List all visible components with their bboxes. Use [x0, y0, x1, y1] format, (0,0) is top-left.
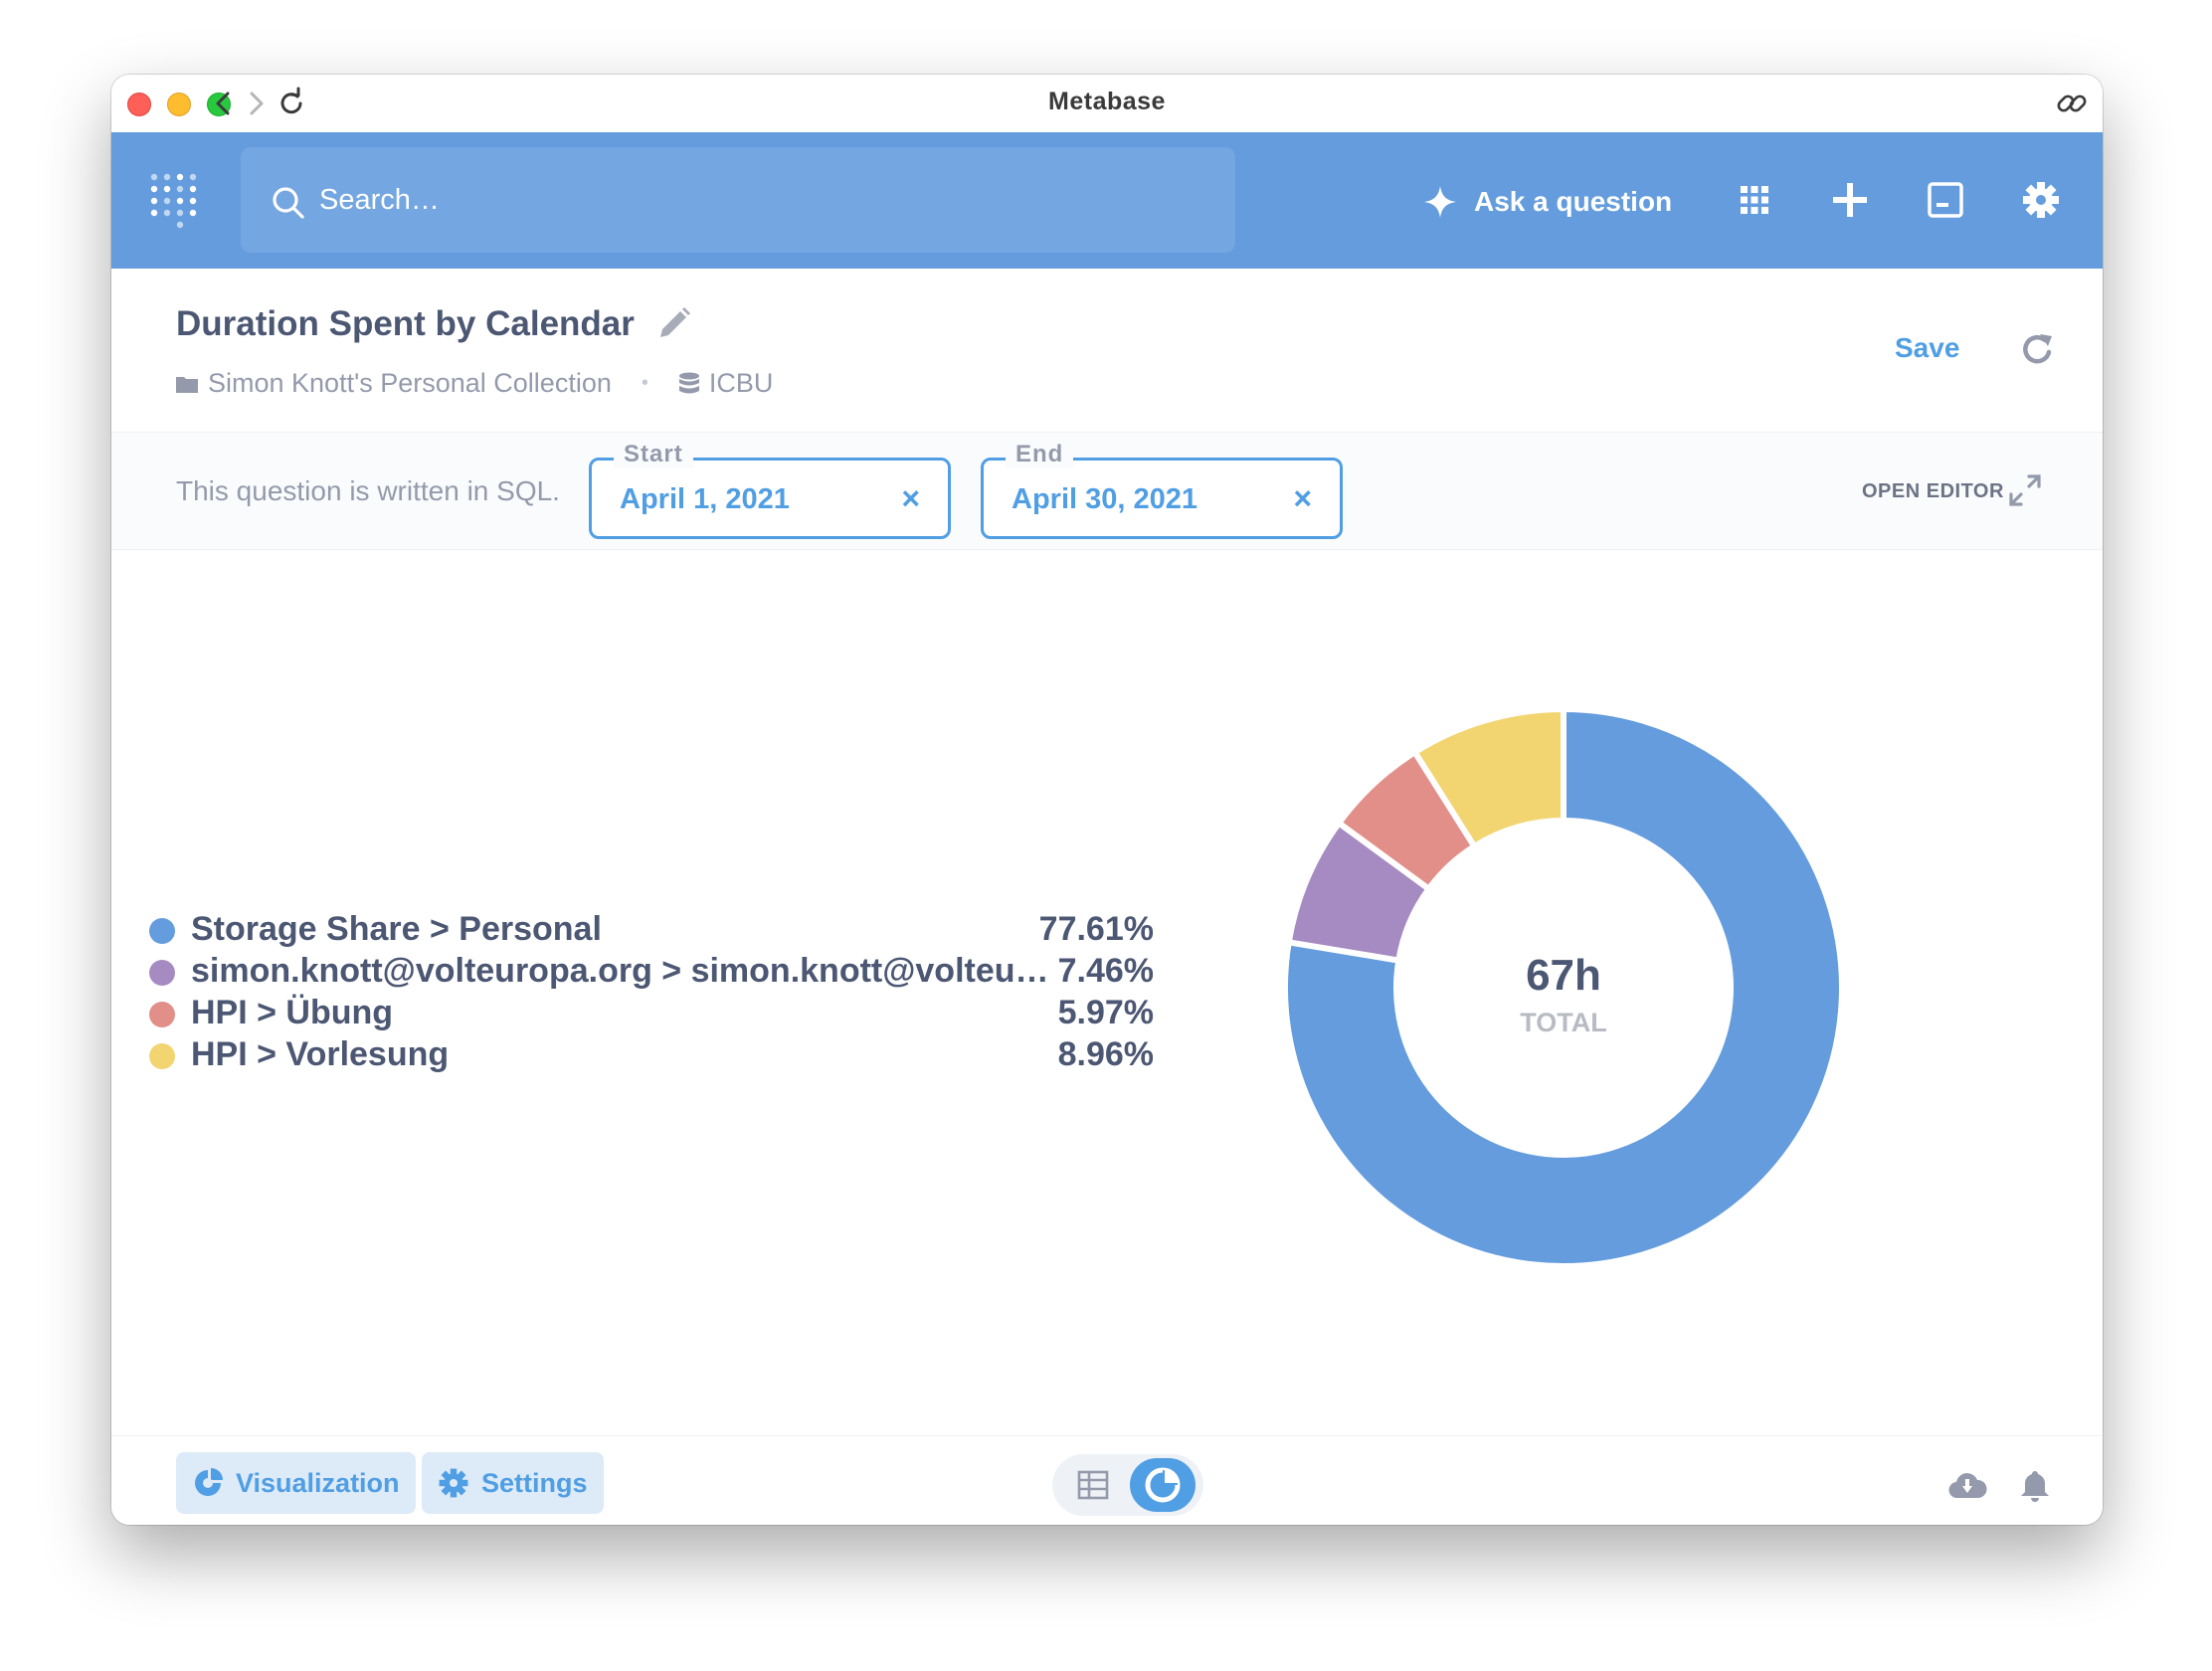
plus-icon[interactable]: [1830, 180, 1870, 220]
window-title: Metabase: [1048, 88, 1166, 115]
legend-item[interactable]: HPI > Vorlesung 8.96%: [149, 1035, 1154, 1077]
question-header: Duration Spent by Calendar Simon Knott's…: [111, 269, 2103, 433]
title-bar: Metabase: [111, 75, 2103, 132]
chart-legend: Storage Share > Personal 77.61% simon.kn…: [149, 910, 1154, 1077]
total-value: 67h: [1526, 951, 1601, 1000]
visualization-button[interactable]: Visualization: [176, 1452, 416, 1514]
folder-icon: [176, 376, 198, 393]
clear-end-filter-icon[interactable]: ×: [1293, 480, 1312, 516]
minimize-window-button[interactable]: [167, 93, 191, 116]
sql-editor-icon[interactable]: [1926, 180, 1965, 220]
parameters-bar: This question is written in SQL. Start A…: [111, 433, 2103, 550]
visualization-label: Visualization: [236, 1467, 400, 1498]
legend-percent: 8.96%: [1057, 1035, 1154, 1073]
settings-button[interactable]: Settings: [422, 1452, 604, 1514]
pie-chart-icon: [1145, 1467, 1181, 1503]
chart-view-button[interactable]: [1130, 1458, 1196, 1512]
metabase-logo-icon[interactable]: [149, 172, 203, 230]
search-bar[interactable]: Search…: [241, 147, 1235, 253]
start-filter-label: Start: [614, 441, 693, 468]
legend-swatch: [149, 1043, 175, 1069]
sparkle-icon: [1424, 186, 1456, 218]
legend-item[interactable]: simon.knott@volteuropa.org > simon.knott…: [149, 952, 1154, 994]
legend-label: simon.knott@volteuropa.org > simon.knott…: [191, 952, 1049, 990]
donut-chart: 67h TOTAL: [1282, 705, 1845, 1269]
total-label: TOTAL: [1520, 1008, 1607, 1037]
app-header: Search… Ask a question: [111, 132, 2103, 269]
legend-swatch: [149, 918, 175, 944]
refresh-icon[interactable]: [2018, 330, 2058, 370]
legend-swatch: [149, 1002, 175, 1027]
legend-item[interactable]: HPI > Übung 5.97%: [149, 994, 1154, 1035]
open-editor-button[interactable]: OPEN EDITOR: [1862, 480, 2004, 502]
breadcrumb: Simon Knott's Personal Collection • ICBU: [176, 368, 773, 399]
table-icon[interactable]: [1076, 1468, 1110, 1502]
visualization-area: Storage Share > Personal 77.61% simon.kn…: [111, 550, 2103, 1435]
legend-label: HPI > Übung: [191, 994, 394, 1031]
legend-percent: 77.61%: [1038, 910, 1154, 948]
footer-bar: Visualization Settings: [111, 1435, 2103, 1525]
database-link[interactable]: ICBU: [708, 368, 774, 398]
end-filter-value[interactable]: April 30, 2021: [1012, 483, 1198, 515]
legend-label: HPI > Vorlesung: [191, 1035, 450, 1073]
end-date-filter[interactable]: End April 30, 2021 ×: [981, 441, 1343, 539]
donut-slice[interactable]: [1282, 705, 1845, 1269]
expand-icon[interactable]: [2005, 470, 2045, 510]
breadcrumb-separator: •: [641, 372, 648, 394]
reload-icon[interactable]: [275, 87, 308, 120]
close-window-button[interactable]: [127, 93, 151, 116]
pie-chart-icon: [195, 1468, 223, 1496]
page-title: Duration Spent by Calendar: [176, 304, 635, 343]
collection-link[interactable]: Simon Knott's Personal Collection: [208, 368, 612, 398]
gear-icon[interactable]: [2021, 180, 2061, 220]
browser-window: Metabase Search… Ask a q: [111, 75, 2103, 1525]
download-cloud-icon[interactable]: [1947, 1466, 1987, 1506]
search-icon: [273, 187, 304, 219]
ask-question-button[interactable]: Ask a question: [1422, 182, 1672, 222]
forward-arrow-icon[interactable]: [239, 87, 273, 120]
legend-label: Storage Share > Personal: [191, 910, 602, 948]
search-placeholder: Search…: [319, 184, 440, 216]
pencil-icon[interactable]: [653, 304, 693, 344]
database-icon: [678, 372, 699, 393]
bell-icon[interactable]: [2015, 1466, 2055, 1506]
start-filter-value[interactable]: April 1, 2021: [620, 483, 790, 515]
ask-question-label: Ask a question: [1474, 186, 1673, 217]
view-toggle[interactable]: [1052, 1454, 1203, 1516]
legend-percent: 5.97%: [1057, 994, 1154, 1031]
start-date-filter[interactable]: Start April 1, 2021 ×: [589, 441, 951, 539]
donut-slice[interactable]: [1410, 705, 1567, 851]
end-filter-label: End: [1006, 441, 1074, 468]
save-button[interactable]: Save: [1895, 332, 1960, 363]
settings-label: Settings: [481, 1467, 588, 1498]
legend-percent: 7.46%: [1057, 952, 1154, 990]
link-icon[interactable]: [2055, 87, 2089, 120]
browse-grid-icon[interactable]: [1735, 180, 1774, 220]
clear-start-filter-icon[interactable]: ×: [901, 480, 920, 516]
legend-item[interactable]: Storage Share > Personal 77.61%: [149, 910, 1154, 952]
back-arrow-icon[interactable]: [207, 87, 241, 120]
legend-swatch: [149, 960, 175, 986]
sql-note: This question is written in SQL.: [176, 475, 560, 506]
gear-icon: [439, 1468, 468, 1498]
